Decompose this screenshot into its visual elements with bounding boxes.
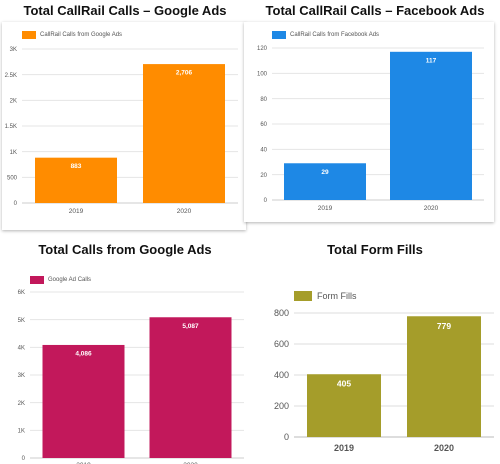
chart-panel-google-ads-callrail: Total CallRail Calls – Google Ads CallRa… — [0, 0, 250, 232]
legend-label: CallRail Calls from Google Ads — [40, 32, 123, 38]
data-label: 117 — [426, 57, 437, 64]
legend-swatch — [272, 31, 286, 39]
chart-area: CallRail Calls from Google Ads 0 500 1K 1.5… — [2, 22, 246, 230]
legend: Form Fills — [294, 291, 357, 301]
data-label: 883 — [71, 163, 82, 170]
y-tick-label: 1K — [10, 150, 17, 156]
x-tick-label: 2019 — [76, 462, 91, 464]
x-tick-label: 2020 — [434, 443, 454, 453]
legend: Google Ad Calls — [30, 276, 91, 284]
chart-title: Total CallRail Calls – Google Ads — [23, 3, 227, 18]
chart-area: Google Ad Calls 0 1K 2K 3K 4K 5K 6K 4,086 2019 5,… — [0, 268, 250, 464]
y-tick-label: 400 — [274, 370, 289, 380]
legend-swatch — [22, 31, 36, 39]
y-tick-label: 0 — [14, 201, 18, 207]
data-label: 4,086 — [75, 350, 92, 357]
bar-2019 — [284, 163, 366, 200]
bar-chart-svg: 0 200 400 600 800 405 2019 779 2020 — [274, 308, 494, 453]
bar-2020 — [149, 317, 232, 458]
bar-2019 — [42, 344, 125, 458]
y-tick-label: 500 — [7, 175, 18, 181]
y-tick-label: 0 — [264, 198, 268, 204]
legend-swatch — [294, 291, 312, 301]
data-label: 5,087 — [182, 323, 199, 330]
x-tick-label: 2019 — [318, 205, 333, 212]
x-tick-label: 2019 — [69, 208, 84, 215]
y-tick-label: 0 — [284, 432, 289, 442]
legend-label: Google Ad Calls — [48, 277, 92, 283]
bar-2020 — [407, 316, 481, 437]
legend-label: Form Fills — [317, 291, 357, 301]
bar-2019 — [35, 157, 117, 203]
y-tick-label: 1K — [18, 428, 25, 434]
y-tick-label: 2K — [10, 98, 17, 104]
y-tick-label: 40 — [260, 147, 267, 153]
bar-2020 — [143, 64, 225, 203]
y-tick-label: 3K — [18, 373, 25, 379]
y-tick-label: 120 — [257, 46, 268, 52]
y-tick-label: 1.5K — [5, 124, 17, 130]
y-tick-label: 800 — [274, 308, 289, 318]
y-tick-label: 2K — [18, 401, 25, 407]
chart-panel-facebook-ads-callrail: Total CallRail Calls – Facebook Ads Call… — [244, 0, 500, 232]
y-tick-label: 2.5K — [5, 73, 17, 79]
y-tick-label: 80 — [260, 97, 267, 103]
y-tick-label: 3K — [10, 47, 17, 53]
y-tick-label: 60 — [260, 122, 267, 128]
y-tick-label: 200 — [274, 401, 289, 411]
chart-area: Form Fills 0 200 400 600 800 405 2019 779 2020 — [250, 276, 500, 464]
legend: CallRail Calls from Facebook Ads — [272, 31, 379, 39]
bar-2020 — [390, 51, 472, 200]
bar-chart-svg: 0 20 40 60 80 100 120 29 2019 117 2020 — [257, 46, 484, 212]
data-label: 29 — [321, 169, 329, 176]
y-tick-label: 20 — [260, 173, 267, 179]
legend-swatch — [30, 276, 44, 284]
bar-chart-svg: 0 500 1K 1.5K 2K 2.5K 3K 883 2019 2,706 2020 — [5, 47, 238, 215]
x-tick-label: 2019 — [334, 443, 354, 453]
x-tick-label: 2020 — [183, 462, 198, 464]
y-tick-label: 100 — [257, 71, 268, 77]
legend: CallRail Calls from Google Ads — [22, 31, 122, 39]
chart-area: CallRail Calls from Facebook Ads 0 20 40 60… — [244, 22, 494, 222]
chart-panel-google-ads-calls: Total Calls from Google Ads Google Ad Ca… — [0, 232, 250, 464]
y-tick-label: 6K — [18, 290, 25, 296]
data-label: 779 — [437, 321, 451, 331]
y-tick-label: 5K — [18, 318, 25, 324]
data-label: 2,706 — [176, 70, 193, 77]
data-label: 405 — [337, 379, 351, 389]
y-tick-label: 0 — [22, 456, 26, 462]
x-tick-label: 2020 — [177, 208, 192, 215]
bar-2019 — [307, 374, 381, 437]
bar-chart-svg: 0 1K 2K 3K 4K 5K 6K 4,086 2019 5,087 2020 — [18, 290, 244, 464]
chart-title: Total Form Fills — [327, 242, 423, 257]
chart-title: Total CallRail Calls – Facebook Ads — [265, 3, 485, 18]
y-tick-label: 4K — [18, 345, 25, 351]
y-tick-label: 600 — [274, 339, 289, 349]
chart-panel-form-fills: Total Form Fills Form Fills 0 200 400 600 80… — [250, 232, 500, 464]
chart-title: Total Calls from Google Ads — [38, 242, 212, 257]
x-tick-label: 2020 — [424, 205, 439, 212]
legend-label: CallRail Calls from Facebook Ads — [290, 32, 380, 38]
